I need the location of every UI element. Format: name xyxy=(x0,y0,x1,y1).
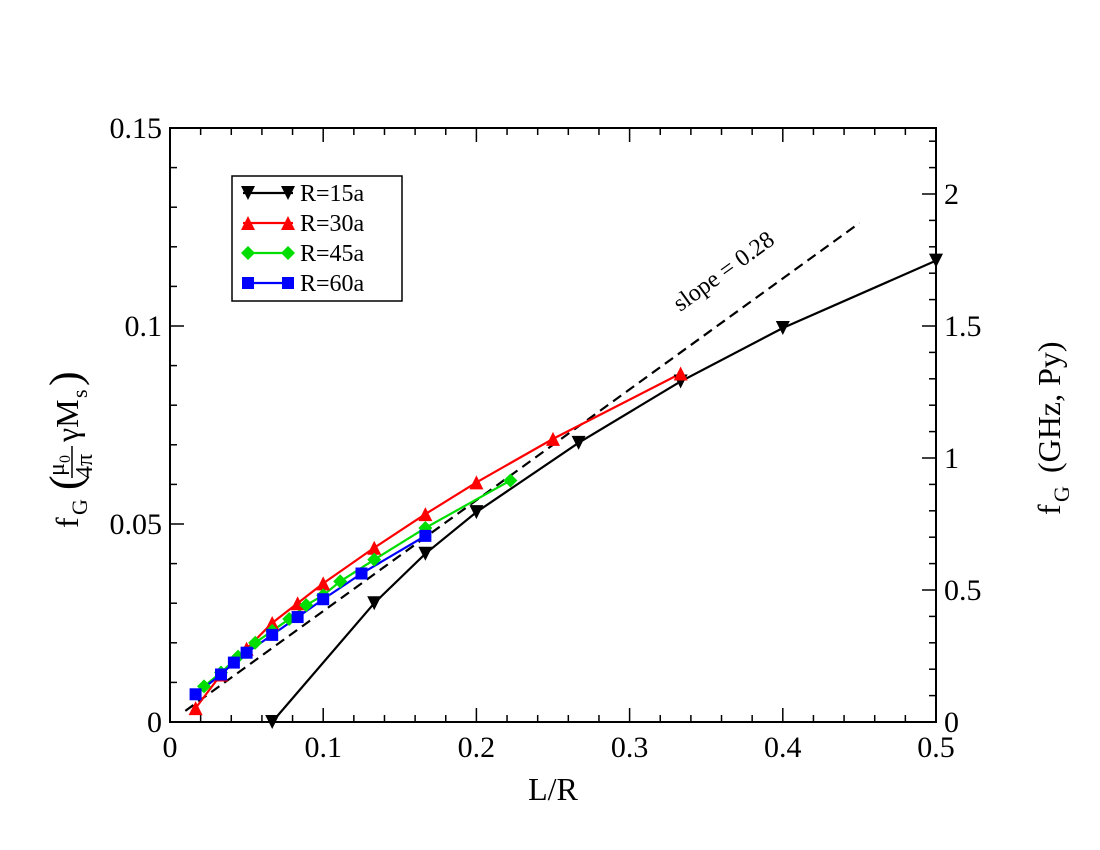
y-left-paren-open: ( xyxy=(41,475,90,490)
legend-marker-r-60a xyxy=(282,277,294,289)
series-markers xyxy=(188,253,943,729)
y-left-mu: μ xyxy=(44,463,70,476)
legend-label-r-30a: R=30a xyxy=(300,211,365,237)
data-point-r-30a xyxy=(546,431,560,446)
data-point-r-45a xyxy=(299,598,314,613)
y-left-tail-sub: s xyxy=(67,389,92,398)
reference-line-group xyxy=(184,222,861,712)
y-right-tick-label: 0.5 xyxy=(944,574,982,607)
y-right-f-sub: G xyxy=(1049,486,1074,502)
y-right-tick-label: 1.5 xyxy=(944,310,982,343)
y-left-denominator: 4π xyxy=(72,454,98,478)
y-axis-right-title: f G (GHz, Py) xyxy=(1031,341,1074,515)
y-left-tick-label: 0.05 xyxy=(110,508,163,541)
x-tick-label: 0.3 xyxy=(611,731,649,764)
data-point-r-30a xyxy=(367,540,382,555)
data-point-r-60a xyxy=(240,646,253,659)
x-tick-label: 0.2 xyxy=(458,731,496,764)
y-right-tick-label: 1 xyxy=(944,442,959,475)
data-point-r-60a xyxy=(227,656,240,669)
data-point-r-30a xyxy=(316,576,331,591)
axis-ticks xyxy=(169,127,937,723)
legend-label-r-60a: R=60a xyxy=(300,271,365,297)
legend-marker-r-15a xyxy=(241,186,255,200)
y-left-mu-sub: 0 xyxy=(57,455,74,463)
y-right-tick-label: 0 xyxy=(944,706,959,739)
legend-marker-r-30a xyxy=(241,216,255,230)
legend-marker-r-60a xyxy=(242,277,254,289)
y-right-tail: (GHz, Py) xyxy=(1031,341,1067,473)
legend-box xyxy=(231,175,403,302)
data-point-r-30a xyxy=(469,475,484,490)
data-point-r-60a xyxy=(291,611,304,624)
y-left-tail: γM xyxy=(49,399,85,443)
data-point-r-60a xyxy=(266,628,279,641)
data-point-r-15a xyxy=(775,320,790,335)
data-point-r-60a xyxy=(189,688,202,701)
legend-label-r-45a: R=45a xyxy=(300,241,365,267)
data-point-r-45a xyxy=(503,473,518,488)
y-left-tick-label: 0 xyxy=(147,706,162,739)
x-tick-label: 0.4 xyxy=(764,731,802,764)
y-axis-left-title: f G ( μ 0 4π γM s ) xyxy=(41,371,98,528)
y-left-tick-label: 0.15 xyxy=(110,112,163,145)
y-right-tick-label: 2 xyxy=(944,178,959,211)
data-point-r-45a xyxy=(248,635,263,650)
x-tick-label: 0.5 xyxy=(917,731,955,764)
y-right-f: f xyxy=(1031,504,1067,515)
y-left-paren-close: ) xyxy=(41,371,90,386)
data-point-r-30a xyxy=(188,701,203,716)
data-point-r-15a xyxy=(418,546,433,561)
data-point-r-30a xyxy=(265,616,280,630)
data-point-r-45a xyxy=(333,574,348,589)
reference-line xyxy=(184,222,861,712)
legend-label-r-15a: R=15a xyxy=(300,181,365,207)
legend: R=15a R=30a R=45a R=60a xyxy=(231,175,403,302)
data-point-r-15a xyxy=(929,253,943,268)
legend-marker-r-45a xyxy=(241,246,255,260)
legend-marker-r-15a xyxy=(281,186,295,200)
legend-marker-r-30a xyxy=(281,216,295,230)
series-line-r-15a xyxy=(271,259,937,723)
data-point-r-60a xyxy=(215,668,228,681)
data-point-r-45a xyxy=(367,552,382,567)
x-tick-label: 0 xyxy=(163,731,178,764)
y-left-tick-label: 0.1 xyxy=(125,310,163,343)
data-point-r-30a xyxy=(418,507,433,522)
data-point-r-15a xyxy=(367,596,382,611)
y-left-f-sub: G xyxy=(67,499,92,515)
data-point-r-15a xyxy=(571,435,586,450)
x-tick-label: 0.1 xyxy=(304,731,342,764)
data-point-r-30a xyxy=(673,366,688,381)
y-left-f: f xyxy=(49,517,85,528)
data-point-r-15a xyxy=(469,505,484,520)
data-point-r-15a xyxy=(265,715,280,729)
x-axis-title: L/R xyxy=(528,771,578,807)
data-point-r-60a xyxy=(355,567,368,580)
legend-items: R=15a R=30a R=45a R=60a xyxy=(241,181,365,297)
data-point-r-60a xyxy=(419,529,432,542)
legend-marker-r-45a xyxy=(281,246,295,260)
data-point-r-60a xyxy=(317,593,330,606)
